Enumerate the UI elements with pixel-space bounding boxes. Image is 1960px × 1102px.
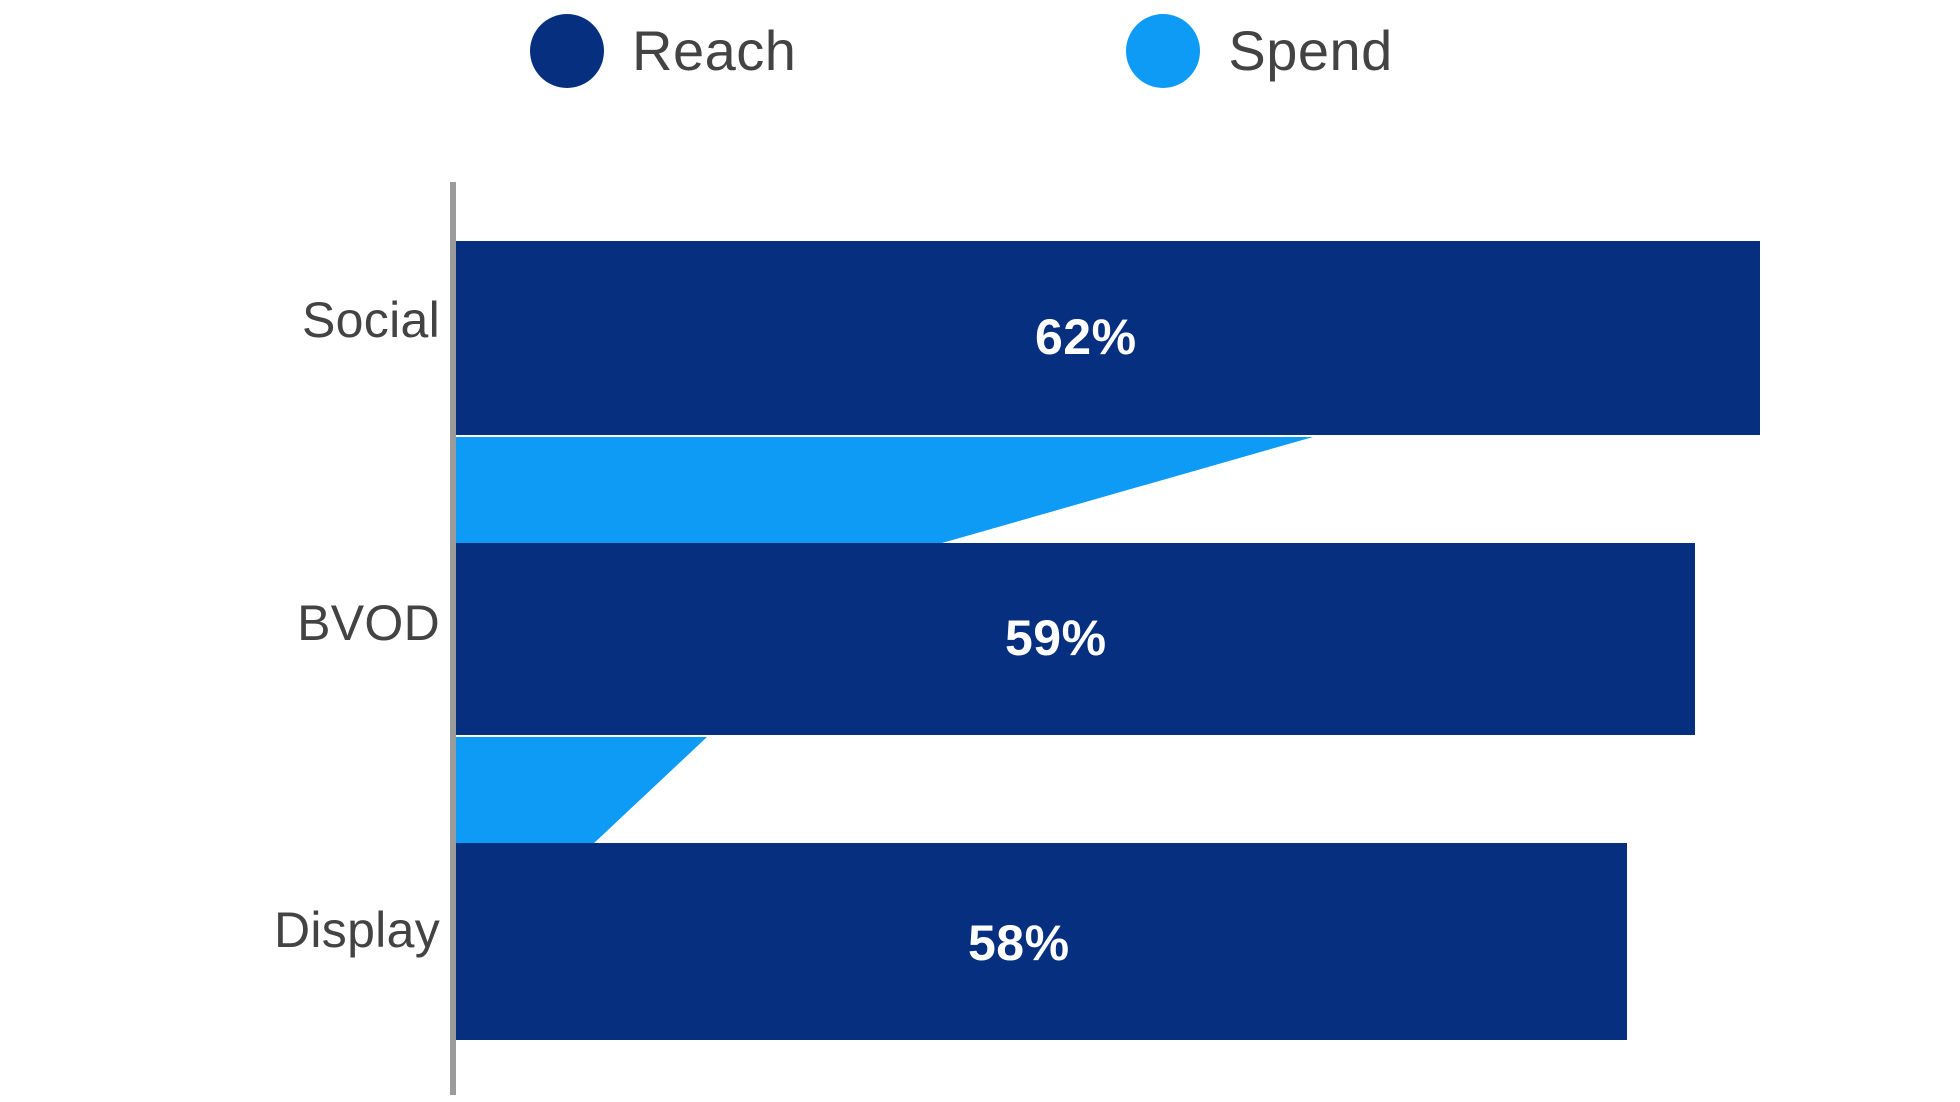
bar-value-display: 58% xyxy=(968,915,1070,971)
bar-reach-social[interactable] xyxy=(456,241,1760,435)
bar-spend-social[interactable] xyxy=(456,437,1356,547)
legend-label-spend: Spend xyxy=(1228,19,1393,82)
legend-swatch-reach-icon xyxy=(530,14,604,88)
category-axis-line xyxy=(450,182,456,1095)
axis-label-bvod: BVOD xyxy=(297,595,440,651)
bar-reach-bvod[interactable] xyxy=(456,543,1695,735)
legend-label-reach: Reach xyxy=(632,19,797,82)
bar-value-bvod: 59% xyxy=(1005,610,1107,666)
legend-item-spend[interactable]: Spend xyxy=(1126,14,1392,88)
bar-value-social: 62% xyxy=(1035,309,1137,365)
legend-swatch-spend-icon xyxy=(1126,14,1201,88)
legend-item-reach[interactable]: Reach xyxy=(530,14,796,88)
bar-reach-display[interactable] xyxy=(456,843,1627,1040)
bar-spend-bvod[interactable] xyxy=(456,737,776,847)
chart-legend: Reach Spend xyxy=(530,8,1393,94)
axis-label-display: Display xyxy=(273,902,440,958)
axis-label-social: Social xyxy=(302,292,440,348)
